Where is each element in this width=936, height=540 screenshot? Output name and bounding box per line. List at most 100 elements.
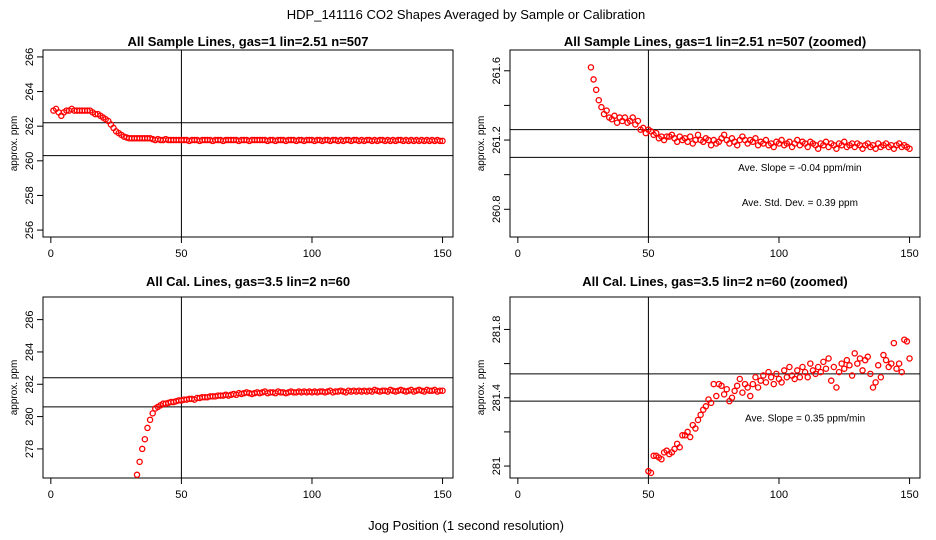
data-point — [736, 375, 744, 383]
data-point — [799, 363, 806, 371]
x-tick-label: 50 — [642, 489, 654, 501]
data-point — [841, 138, 848, 146]
data-point — [804, 374, 811, 381]
data-point — [146, 416, 154, 424]
data-point — [796, 374, 804, 381]
panel-title: All Sample Lines, gas=1 lin=2.51 n=507 — [128, 34, 369, 49]
x-tick-label: 150 — [900, 248, 918, 260]
data-point — [749, 380, 757, 388]
data-point — [652, 129, 660, 137]
data-point — [757, 377, 764, 384]
data-point — [872, 379, 879, 386]
data-point — [835, 368, 843, 376]
plot-frame — [42, 49, 454, 238]
data-point — [647, 469, 655, 477]
y-axis-label: approx. ppm — [9, 116, 20, 172]
y-tick-label: 278 — [24, 440, 36, 458]
x-tick-label: 0 — [48, 248, 54, 260]
y-tick-label: 260 — [24, 152, 36, 170]
data-point — [692, 425, 699, 432]
data-point — [595, 96, 603, 104]
data-point — [587, 64, 595, 71]
data-point — [728, 394, 736, 401]
data-point — [827, 377, 835, 384]
data-point — [710, 380, 717, 388]
data-point — [846, 362, 853, 369]
x-tick-label: 100 — [303, 489, 321, 501]
figure-title: HDP_141116 CO2 Shapes Averaged by Sample… — [287, 7, 645, 22]
y-tick-label: 261.2 — [491, 126, 503, 154]
data-point — [621, 114, 629, 121]
x-tick-label: 100 — [770, 489, 788, 501]
data-point — [747, 392, 754, 400]
data-series — [587, 64, 913, 152]
data-point — [439, 137, 446, 145]
data-point — [634, 117, 642, 125]
data-point — [613, 119, 621, 126]
data-point — [851, 350, 858, 357]
data-point — [841, 365, 848, 372]
data-point — [697, 411, 704, 419]
x-tick-label: 150 — [900, 489, 918, 501]
data-point — [833, 145, 840, 152]
data-point — [906, 145, 913, 152]
data-point — [820, 358, 827, 366]
x-tick-label: 0 — [515, 489, 521, 501]
data-point — [825, 355, 832, 362]
data-point — [138, 445, 146, 453]
data-point — [694, 131, 702, 139]
y-axis-label: approx. ppm — [476, 116, 487, 172]
data-point — [149, 410, 156, 417]
panel-title: All Cal. Lines, gas=3.5 lin=2 n=60 (zoom… — [582, 274, 848, 289]
data-point — [822, 365, 830, 372]
data-point — [598, 103, 605, 111]
data-point — [890, 339, 898, 347]
data-point — [733, 382, 741, 390]
y-axis-label: approx. ppm — [476, 360, 487, 416]
data-point — [592, 86, 600, 94]
data-point — [817, 368, 825, 376]
data-point — [702, 403, 710, 410]
data-point — [658, 455, 665, 463]
data-point — [859, 367, 866, 374]
data-series — [50, 105, 446, 145]
data-point — [144, 424, 151, 432]
data-point — [733, 141, 741, 149]
x-tick-label: 50 — [642, 248, 654, 260]
data-point — [762, 136, 770, 144]
y-tick-label: 261.6 — [491, 57, 503, 85]
panel-title: All Cal. Lines, gas=3.5 lin=2 n=60 — [146, 274, 350, 289]
data-point — [694, 416, 702, 424]
data-point — [752, 135, 759, 142]
y-tick-label: 284 — [24, 343, 36, 361]
data-point — [848, 372, 856, 379]
data-point — [762, 379, 770, 386]
y-axis-label: approx. ppm — [9, 360, 20, 416]
y-tick-label: 264 — [24, 82, 36, 100]
data-point — [770, 380, 778, 388]
data-point — [830, 363, 838, 371]
y-tick-label: 281.8 — [491, 316, 503, 344]
x-tick-label: 50 — [175, 248, 187, 260]
data-point — [760, 372, 767, 379]
data-point — [778, 379, 785, 386]
data-point — [864, 353, 872, 361]
y-tick-label: 281.4 — [491, 384, 503, 412]
data-point — [679, 432, 686, 439]
y-tick-label: 282 — [24, 375, 36, 393]
data-point — [898, 368, 905, 376]
data-point — [436, 387, 444, 394]
data-point — [888, 360, 895, 367]
figure-x-label: Jog Position (1 second resolution) — [368, 518, 564, 533]
data-point — [807, 360, 814, 367]
data-point — [778, 136, 785, 144]
data-point — [754, 384, 762, 391]
y-tick-label: 262 — [24, 117, 36, 135]
data-point — [684, 428, 691, 436]
data-point — [893, 365, 900, 372]
data-point — [869, 384, 877, 391]
data-point — [874, 362, 882, 369]
panel-title: All Sample Lines, gas=1 lin=2.51 n=507 (… — [564, 34, 866, 49]
data-point — [603, 107, 610, 114]
data-series — [645, 336, 913, 477]
